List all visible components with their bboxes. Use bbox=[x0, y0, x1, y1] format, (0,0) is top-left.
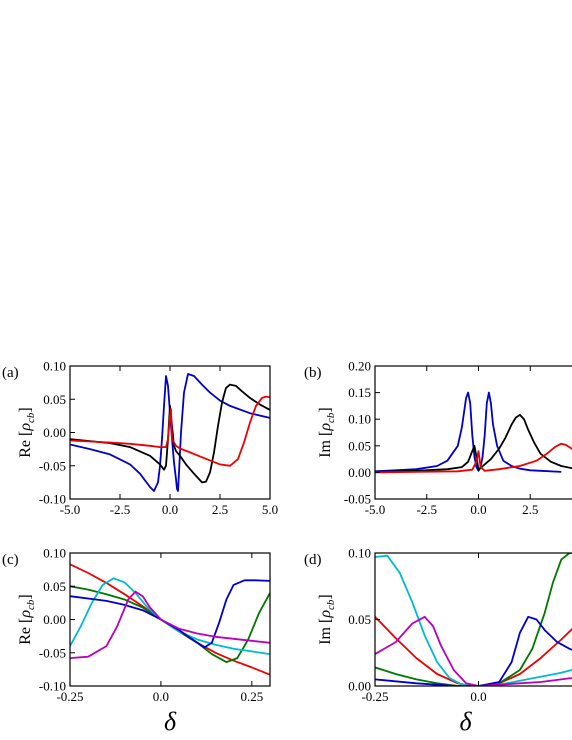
y-axis-label: Re [ρcb] bbox=[17, 407, 37, 458]
x-tick-label: 5.0 bbox=[262, 502, 278, 517]
series-line-2 bbox=[375, 553, 572, 686]
series-group bbox=[70, 373, 270, 492]
y-tick-label: -0.05 bbox=[344, 492, 371, 507]
y-tick-label: 0.00 bbox=[348, 679, 371, 694]
panel-a: -5.0 -2.5 0.0 2.5 5.0 -0.10 -0.05 0.00 0.05 0.10 (… bbox=[2, 359, 278, 518]
series-line-5 bbox=[375, 615, 572, 686]
y-label-symbol: ρ bbox=[17, 423, 34, 432]
series-line-3 bbox=[70, 577, 270, 655]
y-label-symbol: ρ bbox=[317, 423, 334, 432]
x-tick-label: 0.0 bbox=[162, 502, 178, 517]
series-line-4 bbox=[375, 615, 572, 686]
x-tick-label: -5.0 bbox=[60, 502, 81, 517]
y-axis-label: Re [ρcb] bbox=[17, 594, 37, 645]
y-label-symbol: ρ bbox=[317, 610, 334, 619]
y-tick-label: 0.05 bbox=[43, 392, 66, 407]
x-tick-label: -2.5 bbox=[110, 502, 131, 517]
y-tick-label: 0.05 bbox=[348, 612, 371, 627]
series-line-2 bbox=[70, 383, 270, 484]
y-label-close: ] bbox=[317, 594, 334, 599]
x-tick-label: 2.5 bbox=[212, 502, 228, 517]
y-tick-label: 0.00 bbox=[43, 425, 66, 440]
series-line-3 bbox=[375, 442, 572, 474]
y-tick-label: 0.10 bbox=[348, 412, 371, 427]
x-tick-label: 0.0 bbox=[153, 689, 169, 704]
y-label-main: Re [ bbox=[17, 431, 34, 458]
series-line-5 bbox=[70, 590, 270, 659]
y-tick-label: 0.00 bbox=[348, 465, 371, 480]
x-tick-label: 0.25 bbox=[240, 689, 263, 704]
x-tick-label: -5.0 bbox=[365, 502, 386, 517]
panel-label: (d) bbox=[304, 552, 322, 568]
y-label-main: Im [ bbox=[317, 618, 334, 645]
x-tick-label: -2.5 bbox=[416, 502, 437, 517]
y-tick-label: -0.10 bbox=[39, 492, 66, 507]
y-label-main: Re [ bbox=[17, 618, 34, 645]
y-label-close: ] bbox=[17, 594, 34, 599]
y-label-close: ] bbox=[17, 407, 34, 412]
panel-b: -5.0-2.50.02.55-0.050.000.050.100.150.20… bbox=[304, 359, 572, 517]
y-tick-label: 0.00 bbox=[43, 612, 66, 627]
plot-frame bbox=[69, 552, 271, 687]
x-tick-label: 0.0 bbox=[470, 689, 486, 704]
y-label-subscript: cb bbox=[25, 412, 37, 423]
x-axis-label: δ bbox=[164, 707, 177, 736]
y-tick-label: 0.10 bbox=[43, 359, 66, 374]
panel-label: (a) bbox=[2, 365, 19, 381]
x-axis-label: δ bbox=[459, 707, 472, 736]
y-axis-label: Im [ρcb] bbox=[317, 594, 337, 645]
y-tick-label: -0.05 bbox=[39, 645, 66, 660]
panel-d: -0.250.000.000.050.10(d)Im [ρcb]δ bbox=[304, 546, 572, 736]
y-tick-label: -0.10 bbox=[39, 679, 66, 694]
y-label-symbol: ρ bbox=[17, 610, 34, 619]
y-tick-label: 0.05 bbox=[43, 579, 66, 594]
y-tick-label: 0.05 bbox=[348, 438, 371, 453]
panel-label: (c) bbox=[2, 552, 19, 568]
y-tick-label: 0.10 bbox=[43, 546, 66, 561]
series-line-3 bbox=[70, 395, 270, 467]
series-line-4 bbox=[70, 579, 270, 649]
plot-frame bbox=[374, 365, 572, 500]
x-tick-label: 0.0 bbox=[470, 502, 486, 517]
y-tick-label: 0.10 bbox=[348, 546, 371, 561]
y-label-subscript: cb bbox=[325, 412, 337, 423]
series-group bbox=[375, 391, 572, 474]
series-group bbox=[375, 553, 572, 686]
panel-c: -0.25 0.0 0.25 -0.10 -0.05 0.00 0.05 0.10 (c) Re … bbox=[2, 546, 271, 736]
series-group bbox=[70, 563, 270, 676]
series-line-3 bbox=[375, 554, 572, 686]
panel-label: (b) bbox=[304, 365, 322, 381]
y-label-subscript: cb bbox=[25, 599, 37, 610]
y-label-main: Im [ bbox=[317, 431, 334, 458]
y-label-close: ] bbox=[317, 407, 334, 412]
x-tick-label: 2.5 bbox=[522, 502, 538, 517]
x-tick-label: -0.25 bbox=[56, 689, 83, 704]
y-label-subscript: cb bbox=[325, 599, 337, 610]
y-axis-label: Im [ρcb] bbox=[317, 407, 337, 458]
y-tick-label: 0.15 bbox=[348, 385, 371, 400]
series-line-2 bbox=[375, 414, 572, 473]
series-line-1 bbox=[70, 563, 270, 676]
y-tick-label: 0.20 bbox=[348, 359, 371, 374]
y-tick-label: -0.05 bbox=[39, 458, 66, 473]
series-line-1 bbox=[70, 373, 270, 492]
plot-frame bbox=[69, 365, 271, 500]
x-tick-label: -0.25 bbox=[361, 689, 388, 704]
series-line-1 bbox=[375, 616, 572, 686]
